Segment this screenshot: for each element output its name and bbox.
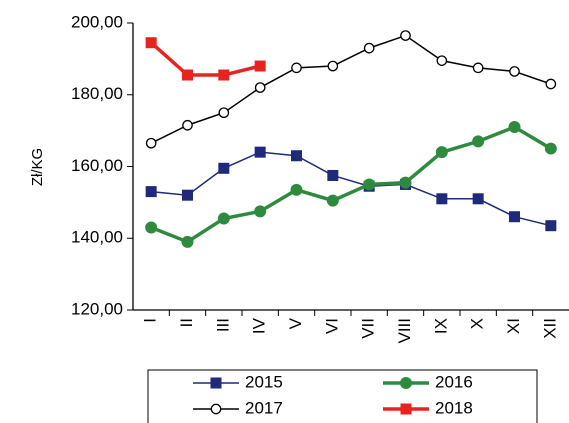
y-tick-label: 180,00	[71, 84, 123, 103]
data-point	[472, 193, 484, 205]
data-point	[291, 150, 302, 162]
data-point	[254, 146, 266, 158]
data-point	[472, 62, 484, 74]
x-tick-label: XII	[540, 318, 559, 339]
x-tick-label: III	[213, 318, 232, 332]
data-point	[182, 119, 193, 131]
data-point	[544, 142, 557, 155]
x-tick-label: VII	[359, 318, 378, 339]
series-line	[151, 151, 552, 227]
x-tick-label: IX	[431, 318, 450, 334]
data-point	[509, 66, 520, 77]
data-point	[182, 69, 193, 81]
data-point	[218, 107, 230, 119]
data-point	[400, 30, 411, 41]
data-point	[436, 55, 448, 66]
legend-box	[147, 369, 538, 423]
data-point	[145, 37, 157, 49]
x-tick-label: VI	[322, 318, 341, 334]
y-tick-label: 200,00	[71, 12, 123, 31]
data-point	[435, 146, 448, 159]
data-point	[472, 135, 485, 148]
legend-label: 2017	[245, 398, 283, 417]
data-point	[326, 194, 339, 207]
data-point	[291, 62, 302, 74]
legend-label: 2016	[435, 372, 473, 391]
data-point	[290, 183, 303, 196]
x-tick-label: X	[468, 318, 487, 329]
series-line	[150, 34, 552, 144]
series-line	[150, 41, 261, 77]
y-tick-label: 140,00	[71, 228, 123, 247]
legend-marker	[400, 377, 412, 389]
data-point	[181, 235, 194, 248]
data-point	[218, 162, 230, 174]
data-point	[509, 211, 520, 223]
data-point	[145, 137, 157, 149]
data-point	[399, 176, 412, 189]
data-point	[254, 60, 266, 72]
legend-label: 2018	[435, 398, 473, 417]
data-point	[217, 212, 230, 225]
x-tick-label: XI	[504, 318, 523, 334]
legend-marker	[210, 403, 222, 415]
legend-marker	[210, 377, 222, 389]
x-tick-label: VIII	[395, 318, 414, 344]
x-tick-label: I	[141, 318, 160, 323]
data-point	[327, 169, 339, 181]
data-point	[182, 189, 193, 201]
legend-marker	[400, 403, 412, 415]
y-axis-label: Zł/KG	[29, 148, 46, 186]
legend-label: 2015	[245, 372, 283, 391]
data-point	[327, 60, 339, 72]
data-point	[254, 82, 266, 93]
data-point	[254, 205, 267, 218]
data-point	[145, 186, 157, 198]
series-line	[150, 125, 552, 244]
y-tick-label: 120,00	[71, 299, 123, 318]
data-point	[545, 220, 557, 232]
x-tick-label: V	[286, 317, 305, 329]
data-point	[545, 78, 557, 90]
x-tick-label: IV	[250, 317, 269, 334]
data-point	[145, 221, 158, 234]
data-point	[508, 121, 521, 134]
data-point	[218, 69, 230, 81]
data-point	[436, 193, 448, 205]
x-tick-label: II	[177, 318, 196, 327]
data-point	[363, 178, 376, 191]
data-point	[363, 42, 375, 54]
y-tick-label: 160,00	[71, 156, 123, 175]
